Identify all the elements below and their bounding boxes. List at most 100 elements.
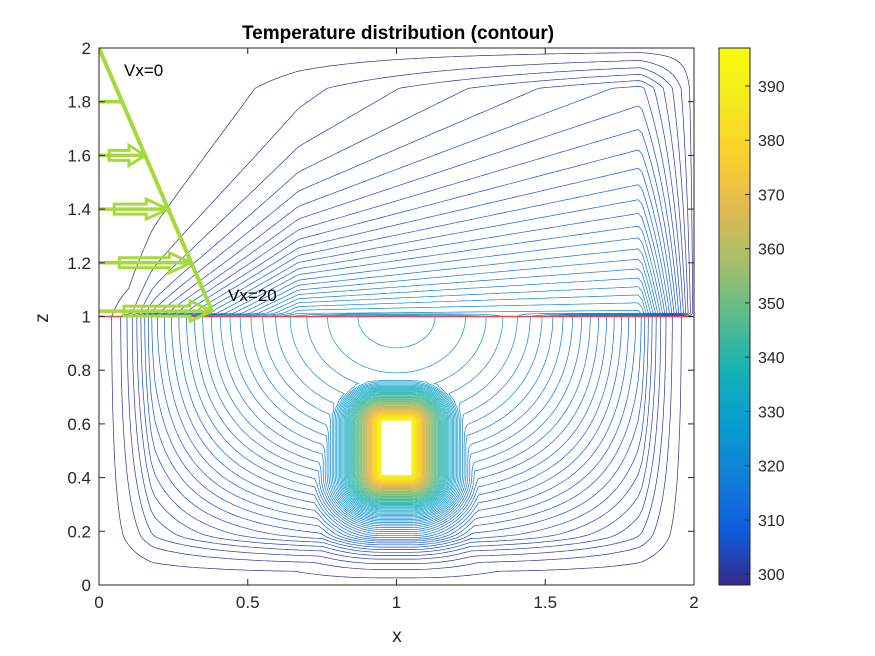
contour-level-32 <box>344 388 449 509</box>
x-tick-label: 1.5 <box>533 593 557 612</box>
contour-level-30 <box>342 386 451 511</box>
contour-level-66 <box>370 411 423 486</box>
x-tick-label: 0.5 <box>236 593 260 612</box>
contour-level-26 <box>337 315 456 515</box>
y-tick-label: 0 <box>82 576 91 595</box>
contour-level-63 <box>368 409 425 487</box>
contour-level-71 <box>373 413 420 483</box>
contour-level-29 <box>341 384 452 512</box>
colorbar-tick-label: 360 <box>758 242 785 259</box>
y-tick-label: 0.2 <box>67 522 91 541</box>
velocity-arrow-3 <box>99 298 216 324</box>
x-tick-label: 2 <box>689 593 698 612</box>
contour-level-75 <box>374 415 419 481</box>
colorbar-tick-label: 300 <box>758 567 785 584</box>
chart-title: Temperature distribution (contour) <box>242 23 554 44</box>
contour-level-31 <box>343 387 450 510</box>
contour-level-68 <box>371 412 422 485</box>
contour-level-38 <box>350 393 443 503</box>
velocity-overlay <box>99 48 694 324</box>
contour-level-61 <box>367 408 426 488</box>
colorbar-tick-label: 350 <box>758 296 785 313</box>
contour-level-39 <box>351 394 442 502</box>
contour-level-51 <box>361 402 432 494</box>
x-axis-label: x <box>392 626 402 647</box>
contour-level-16 <box>211 258 656 530</box>
contour-level-11 <box>171 199 668 540</box>
velocity-label-top: Vx=0 <box>124 61 163 80</box>
contour-level-40 <box>352 395 441 501</box>
y-tick-label: 2 <box>82 39 91 58</box>
y-tick-label: 0.8 <box>67 361 91 380</box>
velocity-profile-line <box>99 48 214 312</box>
contour-level-67 <box>370 411 423 485</box>
y-axis-label: z <box>32 313 53 323</box>
contour-level-73 <box>374 414 419 482</box>
colorbar-tick-label: 310 <box>758 513 785 530</box>
contour-level-78 <box>376 416 417 480</box>
contour-level-70 <box>372 412 421 484</box>
contour-level-18 <box>229 277 652 527</box>
contour-level-22 <box>275 309 641 520</box>
contour-level-27 <box>338 382 455 514</box>
contour-level-45 <box>356 398 437 498</box>
contour-level-69 <box>372 412 421 484</box>
contour-level-15 <box>202 248 659 532</box>
contour-level-81 <box>377 417 416 479</box>
contour-level-37 <box>350 392 443 504</box>
x-tick-label: 1 <box>392 593 401 612</box>
velocity-arrow-0 <box>99 142 148 169</box>
contour-level-43 <box>355 397 438 499</box>
contour-level-4 <box>136 80 684 556</box>
contour-level-62 <box>368 409 425 488</box>
contour-level-33 <box>345 389 448 508</box>
contour-level-77 <box>375 416 418 481</box>
colorbar-tick-label: 390 <box>758 79 785 96</box>
contour-level-24 <box>306 314 487 518</box>
velocity-arrow-1 <box>99 196 172 222</box>
contour-level-17 <box>220 268 654 528</box>
colorbar <box>718 47 751 586</box>
contour-level-56 <box>364 405 429 491</box>
contour-level-65 <box>369 410 424 486</box>
colorbar-ticks: 300 310 320 330 340 350 360 370 380 390 <box>745 79 785 584</box>
velocity-arrow-2 <box>99 250 195 276</box>
x-tick-label: 0 <box>94 593 103 612</box>
y-tick-label: 1.2 <box>67 254 91 273</box>
velocity-label-bottom: Vx=20 <box>228 286 277 305</box>
contour-level-52 <box>362 403 431 493</box>
contour-level-58 <box>365 406 428 490</box>
contour-level-25 <box>327 315 466 516</box>
colorbar-tick-label: 330 <box>758 404 785 421</box>
contour-level-82 <box>378 418 415 479</box>
y-tick-label: 1.8 <box>67 93 91 112</box>
contour-level-6 <box>144 105 680 550</box>
contour-level-36 <box>349 391 444 505</box>
contour-level-34 <box>347 390 446 507</box>
contour-level-23 <box>289 313 504 519</box>
contour-level-53 <box>362 404 431 493</box>
contour-level-10 <box>163 184 670 542</box>
contour-level-5 <box>140 86 682 553</box>
contour-level-72 <box>373 413 420 483</box>
colorbar-tick-label: 340 <box>758 350 785 367</box>
contour-level-79 <box>376 416 417 480</box>
contour-level-1 <box>120 60 691 570</box>
contour-level-48 <box>359 400 434 496</box>
heat-source <box>381 421 412 475</box>
colorbar-tick-label: 380 <box>758 133 785 150</box>
contour-level-59 <box>366 407 427 489</box>
contour-level-47 <box>358 400 435 496</box>
contour-level-80 <box>377 417 416 479</box>
contour-level-50 <box>360 402 433 494</box>
contour-level-60 <box>367 408 426 489</box>
contour-level-74 <box>374 414 419 482</box>
contour-level-3 <box>131 74 687 560</box>
y-tick-label: 1.6 <box>67 146 91 165</box>
y-tick-label: 0.4 <box>67 469 91 488</box>
colorbar-tick-label: 370 <box>758 187 785 204</box>
y-tick-label: 1 <box>82 308 91 327</box>
contour-level-55 <box>364 405 429 491</box>
contour-level-54 <box>363 404 430 492</box>
contour-level-76 <box>375 415 418 481</box>
